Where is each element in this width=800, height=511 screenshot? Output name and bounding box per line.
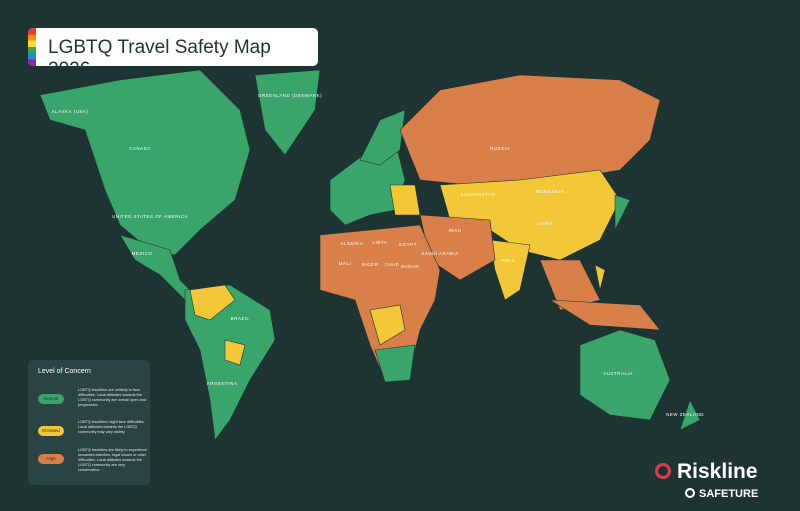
country-label: IRAN — [449, 228, 462, 233]
country-label: CHINA — [537, 221, 554, 226]
country-label: MALI — [339, 261, 352, 266]
country-label: NEW ZEALAND — [666, 412, 704, 417]
legend-label: High — [38, 454, 64, 464]
country-label: ALASKA (USA) — [52, 109, 89, 114]
new-zealand — [679, 399, 701, 431]
riskline-icon — [655, 463, 671, 479]
country-label: ALGERIA — [340, 241, 363, 246]
country-label: MEXICO — [132, 251, 153, 256]
country-label: UNITED STATES OF AMERICA — [112, 214, 188, 219]
country-label: SUDAN — [401, 264, 419, 269]
australia — [579, 329, 671, 421]
land — [39, 69, 701, 441]
title-card: LGBTQ Travel Safety Map 2026 — [28, 28, 318, 66]
brand-primary: Riskline — [677, 460, 758, 483]
country-label: LIBYA — [373, 240, 388, 245]
country-label: MONGOLIA — [536, 189, 564, 194]
page-title: LGBTQ Travel Safety Map 2026 — [48, 37, 271, 66]
country-label: INDIA — [501, 258, 516, 263]
country-label: RUSSIA — [490, 146, 510, 151]
japan — [614, 194, 631, 231]
country-label: ARGENTINA — [207, 381, 238, 386]
legend-title: Level of Concern — [38, 368, 91, 375]
russia — [399, 74, 661, 186]
country-label: KAZAKHSTAN — [461, 192, 496, 197]
india — [489, 239, 531, 301]
legend-description: LGBTQ travellers are likely to experienc… — [78, 448, 148, 472]
north-america — [39, 69, 251, 256]
greenland — [254, 69, 321, 156]
brand: Riskline SAFETURE — [655, 460, 775, 505]
rainbow-stripe — [28, 28, 36, 66]
country-label: CHAD — [385, 262, 400, 267]
safeture-icon — [685, 488, 695, 498]
indonesia — [549, 299, 661, 331]
country-labels: ALASKA (USA) CANADA UNITED STATES OF AME… — [52, 93, 704, 417]
country-label: AUSTRALIA — [603, 371, 633, 376]
legend-label: Elevated — [38, 426, 64, 436]
brand-secondary: SAFETURE — [699, 488, 759, 500]
bolivia — [224, 339, 246, 366]
legend-label: Normal — [38, 394, 64, 404]
southeast-asia — [539, 259, 601, 311]
central-africa — [369, 304, 406, 346]
eastern-europe — [389, 184, 421, 216]
legend: Level of Concern Normal LGBTQ travellers… — [28, 360, 150, 485]
legend-description: LGBTQ travellers are unlikely to face di… — [78, 388, 146, 407]
country-label: NIGER — [362, 262, 379, 267]
country-label: GREENLAND (DENMARK) — [258, 93, 322, 98]
country-label: SAUDI ARABIA — [421, 251, 458, 256]
southern-africa — [374, 344, 416, 383]
philippines — [594, 264, 606, 291]
country-label: EGYPT — [399, 242, 417, 247]
andes-north — [189, 284, 236, 321]
country-label: CANADA — [129, 146, 151, 151]
legend-description: LGBTQ travellers might face difficulties… — [78, 420, 145, 434]
country-label: BRAZIL — [231, 316, 250, 321]
south-america — [184, 284, 276, 441]
